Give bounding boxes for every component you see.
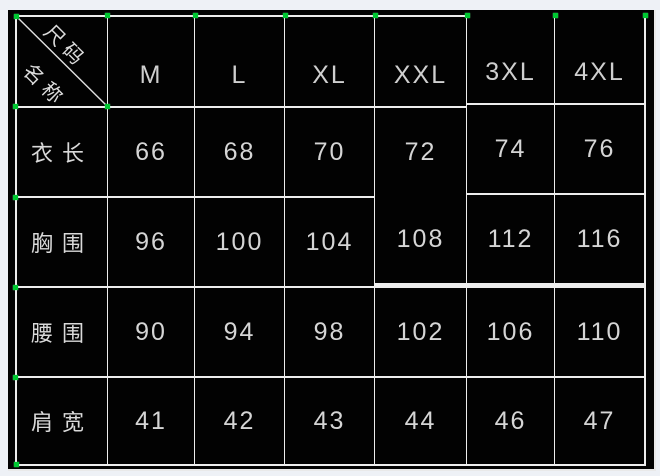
- row-label-cell: 肩宽: [17, 378, 107, 464]
- col-header-cell: L: [195, 17, 284, 106]
- grip-marker: [14, 462, 19, 467]
- grip-marker: [105, 13, 110, 18]
- grip-marker: [13, 104, 18, 109]
- grip-marker: [193, 13, 198, 18]
- grip-marker: [13, 285, 18, 290]
- row-label-cell: 腰围: [17, 288, 107, 376]
- value-cell: 116: [555, 195, 644, 283]
- grip-marker: [13, 195, 18, 200]
- grip-marker: [465, 13, 470, 18]
- col-header-cell: XXL: [375, 17, 466, 106]
- value-cell: 66: [108, 108, 194, 196]
- value-cell: 102: [375, 288, 466, 376]
- value-cell: 74: [467, 105, 554, 193]
- value-cell: 100: [195, 198, 284, 286]
- value-cell: 112: [467, 195, 554, 283]
- grip-marker: [13, 375, 18, 380]
- col-header-cell: 4XL: [555, 14, 644, 103]
- diagonal-line-icon: [17, 17, 107, 106]
- value-cell: 98: [285, 288, 374, 376]
- value-cell: 110: [555, 288, 644, 376]
- col-header-cell: 3XL: [467, 14, 554, 103]
- grip-marker: [14, 14, 19, 19]
- value-cell: 94: [195, 288, 284, 376]
- value-cell: 104: [285, 198, 374, 286]
- value-cell: 96: [108, 198, 194, 286]
- size-table: 尺码 名称 M L XL XXL 3XL 4XL 衣长 66 68 70 72 …: [15, 14, 646, 466]
- value-cell: 68: [195, 108, 284, 196]
- value-cell: 76: [555, 105, 644, 193]
- grip-marker: [373, 13, 378, 18]
- value-cell: 47: [555, 378, 644, 464]
- grip-marker: [553, 13, 558, 18]
- value-cell: 106: [467, 288, 554, 376]
- value-cell: 41: [108, 378, 194, 464]
- value-cell: 108: [375, 195, 466, 283]
- col-header-cell: M: [108, 17, 194, 106]
- value-cell: 72: [375, 108, 466, 196]
- row-label-cell: 胸围: [17, 198, 107, 286]
- value-cell: 44: [375, 378, 466, 464]
- col-header-cell: XL: [285, 17, 374, 106]
- grip-marker: [105, 104, 110, 109]
- value-cell: 42: [195, 378, 284, 464]
- grip-marker: [283, 13, 288, 18]
- corner-cell: 尺码 名称: [17, 17, 107, 112]
- value-cell: 70: [285, 108, 374, 196]
- grip-marker: [643, 13, 648, 18]
- value-cell: 43: [285, 378, 374, 464]
- value-cell: 46: [467, 378, 554, 464]
- row-label-cell: 衣长: [17, 108, 107, 196]
- value-cell: 90: [108, 288, 194, 376]
